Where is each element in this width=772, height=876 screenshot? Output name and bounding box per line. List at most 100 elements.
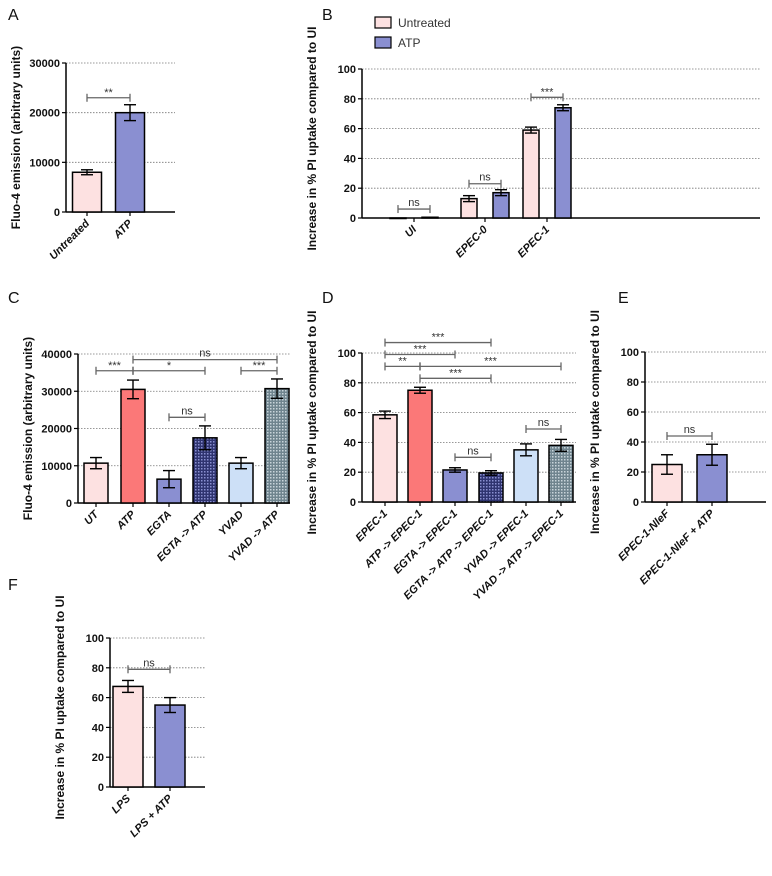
y-tick-label: 80 xyxy=(344,94,356,106)
significance-label: * xyxy=(167,360,172,372)
x-tick-label: YVAD -> EPEC-1 xyxy=(462,508,531,577)
panel-label: B xyxy=(322,7,333,24)
y-tick-label: 30000 xyxy=(29,58,60,70)
y-tick-label: 20 xyxy=(92,752,104,764)
panel-label: E xyxy=(618,290,629,307)
bar xyxy=(389,217,407,220)
significance-label: *** xyxy=(449,367,463,379)
y-tick-label: 20000 xyxy=(41,424,72,436)
significance-label: ns xyxy=(467,445,479,457)
x-tick-label: EGTA xyxy=(145,509,175,539)
significance-label: *** xyxy=(541,86,555,98)
y-tick-label: 10000 xyxy=(29,157,60,169)
bar xyxy=(71,171,103,213)
y-axis-title: Fluo-4 emission (arbitrary units) xyxy=(9,46,23,229)
bar xyxy=(407,389,433,503)
bar xyxy=(522,129,540,219)
legend-label: Untreated xyxy=(398,16,451,30)
y-tick-label: 20 xyxy=(344,183,356,195)
y-tick-label: 100 xyxy=(338,348,356,360)
y-axis-title: Increase in % PI uptake compared to UI xyxy=(588,310,602,534)
significance-label: ** xyxy=(398,355,407,367)
y-tick-label: 0 xyxy=(633,497,639,509)
significance-label: ns xyxy=(684,424,696,436)
significance-label: ns xyxy=(199,348,211,360)
y-tick-label: 0 xyxy=(350,497,356,509)
bar xyxy=(513,449,539,503)
bar xyxy=(120,388,146,504)
x-tick-label: EPEC-1-NleF + ATP xyxy=(638,507,718,587)
x-tick-label: ATP xyxy=(111,217,136,242)
y-tick-label: 80 xyxy=(627,377,639,389)
y-tick-label: 40 xyxy=(92,722,104,734)
y-tick-label: 0 xyxy=(66,498,72,510)
significance-label: *** xyxy=(484,355,498,367)
bar xyxy=(442,469,468,503)
significance-label: *** xyxy=(253,360,267,372)
bar xyxy=(264,387,290,504)
bar xyxy=(478,472,504,503)
bar xyxy=(83,462,109,504)
panel-c: C 0 10000 20000 30000 40000 Fluo-4 emission (a… xyxy=(8,290,290,564)
x-tick-label: EPEC-1 xyxy=(516,224,553,261)
y-tick-label: 20 xyxy=(344,467,356,479)
y-axis-title: Increase in % PI uptake compared to UI xyxy=(305,26,319,250)
y-tick-label: 60 xyxy=(92,693,104,705)
x-tick-label: UT xyxy=(82,508,102,528)
panel-a: A 0 10000 20000 30000 Fluo-4 emission (arbitr… xyxy=(8,7,175,262)
panel-e: E 0 20 40 60 80 100 Increase in % PI uptake com… xyxy=(588,290,766,587)
significance-label: ns xyxy=(538,417,550,429)
significance-label: ** xyxy=(104,87,113,99)
y-axis-title: Increase in % PI uptake compared to UI xyxy=(305,310,319,534)
panel-b: B 0 20 40 60 80 100 Increase in % PI uptake com… xyxy=(305,7,760,260)
bar xyxy=(554,106,572,219)
significance-label: ns xyxy=(143,657,155,669)
significance-label: *** xyxy=(432,332,446,344)
bar xyxy=(492,191,510,219)
significance-label: ns xyxy=(479,172,491,184)
legend-swatch xyxy=(374,36,392,49)
y-tick-label: 80 xyxy=(92,663,104,675)
y-tick-label: 40 xyxy=(627,437,639,449)
panel-label: A xyxy=(8,7,19,24)
y-tick-label: 10000 xyxy=(41,461,72,473)
panel-d: D 0 20 40 60 80 100 Increase in % PI uptake com… xyxy=(305,290,576,603)
y-tick-label: 100 xyxy=(86,633,104,645)
panel-label: D xyxy=(322,290,334,307)
x-tick-label: ATP xyxy=(114,508,139,533)
y-tick-label: 20000 xyxy=(29,108,60,120)
y-axis-title: Fluo-4 emission (arbitrary units) xyxy=(21,337,35,520)
significance-label: *** xyxy=(414,343,428,355)
panel-f: F 0 20 40 60 80 100 Increase in % PI uptake com… xyxy=(8,577,205,840)
y-axis-title: Increase in % PI uptake compared to UI xyxy=(53,595,67,819)
x-tick-label: EPEC-0 xyxy=(454,223,491,260)
significance-label: ns xyxy=(408,197,420,209)
significance-label: *** xyxy=(108,360,122,372)
y-tick-label: 60 xyxy=(344,124,356,136)
y-tick-label: 40 xyxy=(344,437,356,449)
y-tick-label: 0 xyxy=(350,213,356,225)
bar xyxy=(112,685,144,788)
legend-swatch xyxy=(374,16,392,29)
x-tick-label: LPS + ATP xyxy=(128,792,176,840)
legend-label: ATP xyxy=(398,36,420,50)
panel-label: C xyxy=(8,290,20,307)
y-tick-label: 60 xyxy=(627,407,639,419)
y-tick-label: 100 xyxy=(338,64,356,76)
y-tick-label: 100 xyxy=(621,347,639,359)
y-tick-label: 0 xyxy=(98,782,104,794)
y-tick-label: 0 xyxy=(54,207,60,219)
y-tick-label: 40000 xyxy=(41,349,72,361)
x-tick-label: Untreated xyxy=(47,217,92,262)
bar xyxy=(421,216,439,219)
x-tick-label: UI xyxy=(403,223,420,240)
x-tick-label: LPS xyxy=(109,792,133,816)
panel-label: F xyxy=(8,577,18,594)
bar xyxy=(114,111,146,213)
significance-label: ns xyxy=(181,405,193,417)
y-tick-label: 80 xyxy=(344,378,356,390)
bar xyxy=(154,704,186,788)
bar xyxy=(372,414,398,503)
x-tick-label: YVAD xyxy=(217,509,247,539)
